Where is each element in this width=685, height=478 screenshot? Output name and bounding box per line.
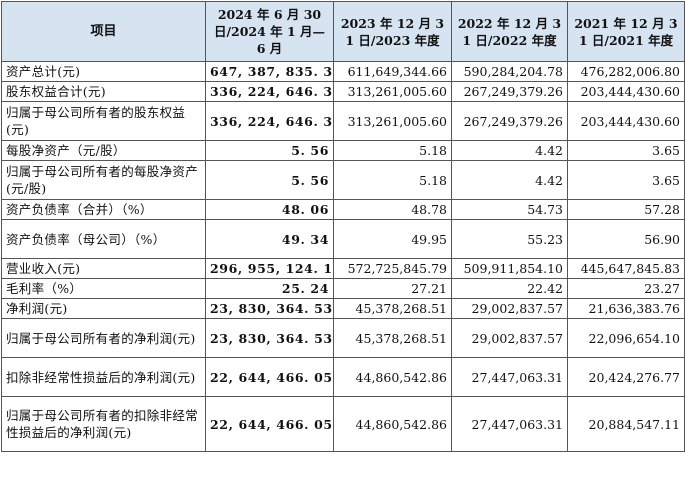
value-cell: 572,725,845.79: [333, 258, 452, 279]
table-row: 营业收入(元) 296, 955, 124. 10 572,725,845.79…: [1, 258, 685, 279]
value-cell: 29,002,837.57: [451, 298, 568, 319]
table-row: 资产负债率（合并）（%） 48. 06 48.78 54.73 57.28: [1, 199, 685, 220]
value-cell: 22, 644, 466. 05: [205, 357, 334, 397]
value-cell: 48. 06: [205, 199, 334, 220]
value-cell: 476,282,006.80: [567, 61, 685, 82]
value-cell: 267,249,379.26: [451, 81, 568, 102]
value-cell: 54.73: [451, 199, 568, 220]
value-cell: 27,447,063.31: [451, 396, 568, 452]
table-row: 归属于母公司所有者的扣除非经常性损益后的净利润(元) 22, 644, 466.…: [1, 396, 685, 452]
header-period-2022: 2022 年 12 月 31 日/2022 年度: [451, 1, 568, 62]
table-row: 归属于母公司所有者的每股净资产(元/股) 5. 56 5.18 4.42 3.6…: [1, 160, 685, 200]
value-cell: 296, 955, 124. 10: [205, 258, 334, 279]
financial-data-table: 项目 2024 年 6 月 30 日/2024 年 1 月—6 月 2023 年…: [1, 1, 685, 452]
value-cell: 20,884,547.11: [567, 396, 685, 452]
row-label: 资产负债率（合并）（%）: [1, 199, 206, 220]
value-cell: 29,002,837.57: [451, 318, 568, 358]
row-label: 资产负债率（母公司）（%）: [1, 219, 206, 259]
value-cell: 5.18: [333, 140, 452, 161]
value-cell: 23.27: [567, 278, 685, 299]
value-cell: 509,911,854.10: [451, 258, 568, 279]
value-cell: 5. 56: [205, 140, 334, 161]
value-cell: 56.90: [567, 219, 685, 259]
table-row: 扣除非经常性损益后的净利润(元) 22, 644, 466. 05 44,860…: [1, 357, 685, 397]
header-item: 项目: [1, 1, 206, 62]
table-row: 毛利率（%） 25. 24 27.21 22.42 23.27: [1, 278, 685, 299]
row-label: 归属于母公司所有者的每股净资产(元/股): [1, 160, 206, 200]
row-label: 归属于母公司所有者的股东权益(元): [1, 101, 206, 141]
value-cell: 5.18: [333, 160, 452, 200]
value-cell: 27.21: [333, 278, 452, 299]
value-cell: 23, 830, 364. 53: [205, 298, 334, 319]
value-cell: 3.65: [567, 140, 685, 161]
value-cell: 590,284,204.78: [451, 61, 568, 82]
row-label: 归属于母公司所有者的净利润(元): [1, 318, 206, 358]
table-row: 资产总计(元) 647, 387, 835. 38 611,649,344.66…: [1, 61, 685, 82]
table-row: 归属于母公司所有者的净利润(元) 23, 830, 364. 53 45,378…: [1, 318, 685, 358]
row-label: 毛利率（%）: [1, 278, 206, 299]
value-cell: 336, 224, 646. 33: [205, 81, 334, 102]
table-row: 股东权益合计(元) 336, 224, 646. 33 313,261,005.…: [1, 81, 685, 102]
header-period-2021: 2021 年 12 月 31 日/2021 年度: [567, 1, 685, 62]
value-cell: 313,261,005.60: [333, 101, 452, 141]
value-cell: 25. 24: [205, 278, 334, 299]
value-cell: 336, 224, 646. 33: [205, 101, 334, 141]
table-row: 每股净资产（元/股） 5. 56 5.18 4.42 3.65: [1, 140, 685, 161]
value-cell: 267,249,379.26: [451, 101, 568, 141]
value-cell: 3.65: [567, 160, 685, 200]
header-period-2024h1: 2024 年 6 月 30 日/2024 年 1 月—6 月: [205, 1, 334, 62]
table-header-row: 项目 2024 年 6 月 30 日/2024 年 1 月—6 月 2023 年…: [1, 1, 685, 62]
row-label: 营业收入(元): [1, 258, 206, 279]
value-cell: 611,649,344.66: [333, 61, 452, 82]
table-row: 净利润(元) 23, 830, 364. 53 45,378,268.51 29…: [1, 298, 685, 319]
value-cell: 5. 56: [205, 160, 334, 200]
value-cell: 45,378,268.51: [333, 318, 452, 358]
value-cell: 22.42: [451, 278, 568, 299]
value-cell: 647, 387, 835. 38: [205, 61, 334, 82]
value-cell: 22, 644, 466. 05: [205, 396, 334, 452]
value-cell: 21,636,383.76: [567, 298, 685, 319]
value-cell: 48.78: [333, 199, 452, 220]
value-cell: 44,860,542.86: [333, 396, 452, 452]
value-cell: 55.23: [451, 219, 568, 259]
value-cell: 445,647,845.83: [567, 258, 685, 279]
value-cell: 203,444,430.60: [567, 101, 685, 141]
value-cell: 20,424,276.77: [567, 357, 685, 397]
row-label: 归属于母公司所有者的扣除非经常性损益后的净利润(元): [1, 396, 206, 452]
value-cell: 4.42: [451, 160, 568, 200]
value-cell: 44,860,542.86: [333, 357, 452, 397]
row-label: 股东权益合计(元): [1, 81, 206, 102]
table-row: 归属于母公司所有者的股东权益(元) 336, 224, 646. 33 313,…: [1, 101, 685, 141]
value-cell: 27,447,063.31: [451, 357, 568, 397]
value-cell: 23, 830, 364. 53: [205, 318, 334, 358]
value-cell: 203,444,430.60: [567, 81, 685, 102]
value-cell: 4.42: [451, 140, 568, 161]
row-label: 净利润(元): [1, 298, 206, 319]
value-cell: 49.95: [333, 219, 452, 259]
value-cell: 45,378,268.51: [333, 298, 452, 319]
value-cell: 49. 34: [205, 219, 334, 259]
row-label: 扣除非经常性损益后的净利润(元): [1, 357, 206, 397]
value-cell: 313,261,005.60: [333, 81, 452, 102]
value-cell: 57.28: [567, 199, 685, 220]
row-label: 每股净资产（元/股）: [1, 140, 206, 161]
table-row: 资产负债率（母公司）（%） 49. 34 49.95 55.23 56.90: [1, 219, 685, 259]
value-cell: 22,096,654.10: [567, 318, 685, 358]
row-label: 资产总计(元): [1, 61, 206, 82]
header-period-2023: 2023 年 12 月 31 日/2023 年度: [333, 1, 452, 62]
